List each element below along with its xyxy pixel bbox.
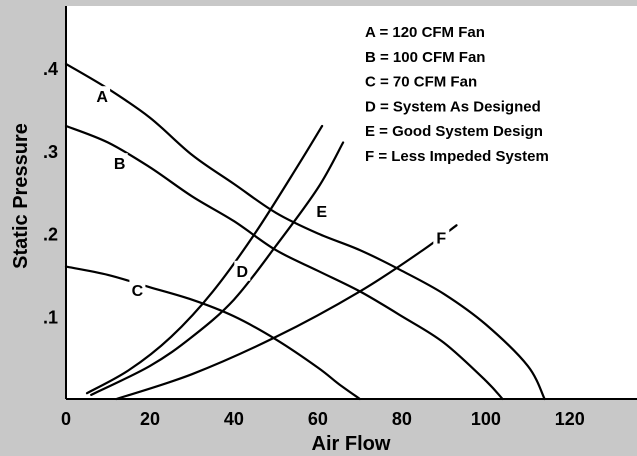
curve-label-bg-e — [313, 201, 330, 222]
x-tick-label: 120 — [555, 409, 585, 429]
curve-label-bg-d — [234, 260, 251, 281]
curve-label-d: D — [237, 264, 249, 281]
curve-label-a: A — [96, 89, 108, 106]
legend-entry: F = Less Impeded System — [365, 148, 549, 165]
curve-label-bg-c — [129, 279, 146, 300]
curve-label-f: F — [436, 231, 446, 248]
curve-e — [90, 141, 345, 396]
y-tick-label: .4 — [43, 59, 58, 79]
curve-a — [64, 62, 546, 401]
curve-f — [115, 224, 458, 401]
curve-labels: A B C D E F — [94, 86, 450, 300]
x-tick-label: 100 — [471, 409, 501, 429]
y-tick-labels: .1 .2 .3 .4 — [43, 59, 58, 327]
x-tick-label: 0 — [61, 409, 71, 429]
y-tick-label: .3 — [43, 142, 58, 162]
y-tick-label: .1 — [43, 307, 58, 327]
curve-b — [64, 124, 504, 401]
curves — [64, 62, 546, 401]
x-tick-labels: 0 20 40 60 80 100 120 — [61, 409, 585, 429]
x-tick-label: 40 — [224, 409, 244, 429]
x-axis-title: Air Flow — [312, 433, 391, 455]
legend-entry: A = 120 CFM Fan — [365, 24, 485, 41]
legend-entry: D = System As Designed — [365, 98, 541, 115]
x-tick-label: 60 — [308, 409, 328, 429]
curve-label-c: C — [132, 283, 144, 300]
curve-label-bg-f — [433, 227, 450, 248]
x-tick-label: 80 — [392, 409, 412, 429]
curve-label-bg-a — [94, 86, 111, 107]
curve-label-b: B — [114, 156, 126, 173]
legend-entry: C = 70 CFM Fan — [365, 74, 477, 91]
curve-label-e: E — [316, 204, 327, 221]
x-tick-label: 20 — [140, 409, 160, 429]
curve-d — [85, 124, 324, 395]
legend-entry: B = 100 CFM Fan — [365, 49, 485, 66]
curve-label-bg-b — [111, 153, 128, 174]
legend-entry: E = Good System Design — [365, 123, 543, 140]
y-tick-label: .2 — [43, 225, 58, 245]
y-axis-title: Static Pressure — [10, 123, 32, 269]
legend: A = 120 CFM Fan B = 100 CFM Fan C = 70 CFM… — [365, 24, 549, 165]
curve-c — [64, 265, 361, 401]
plot-area — [66, 6, 637, 399]
